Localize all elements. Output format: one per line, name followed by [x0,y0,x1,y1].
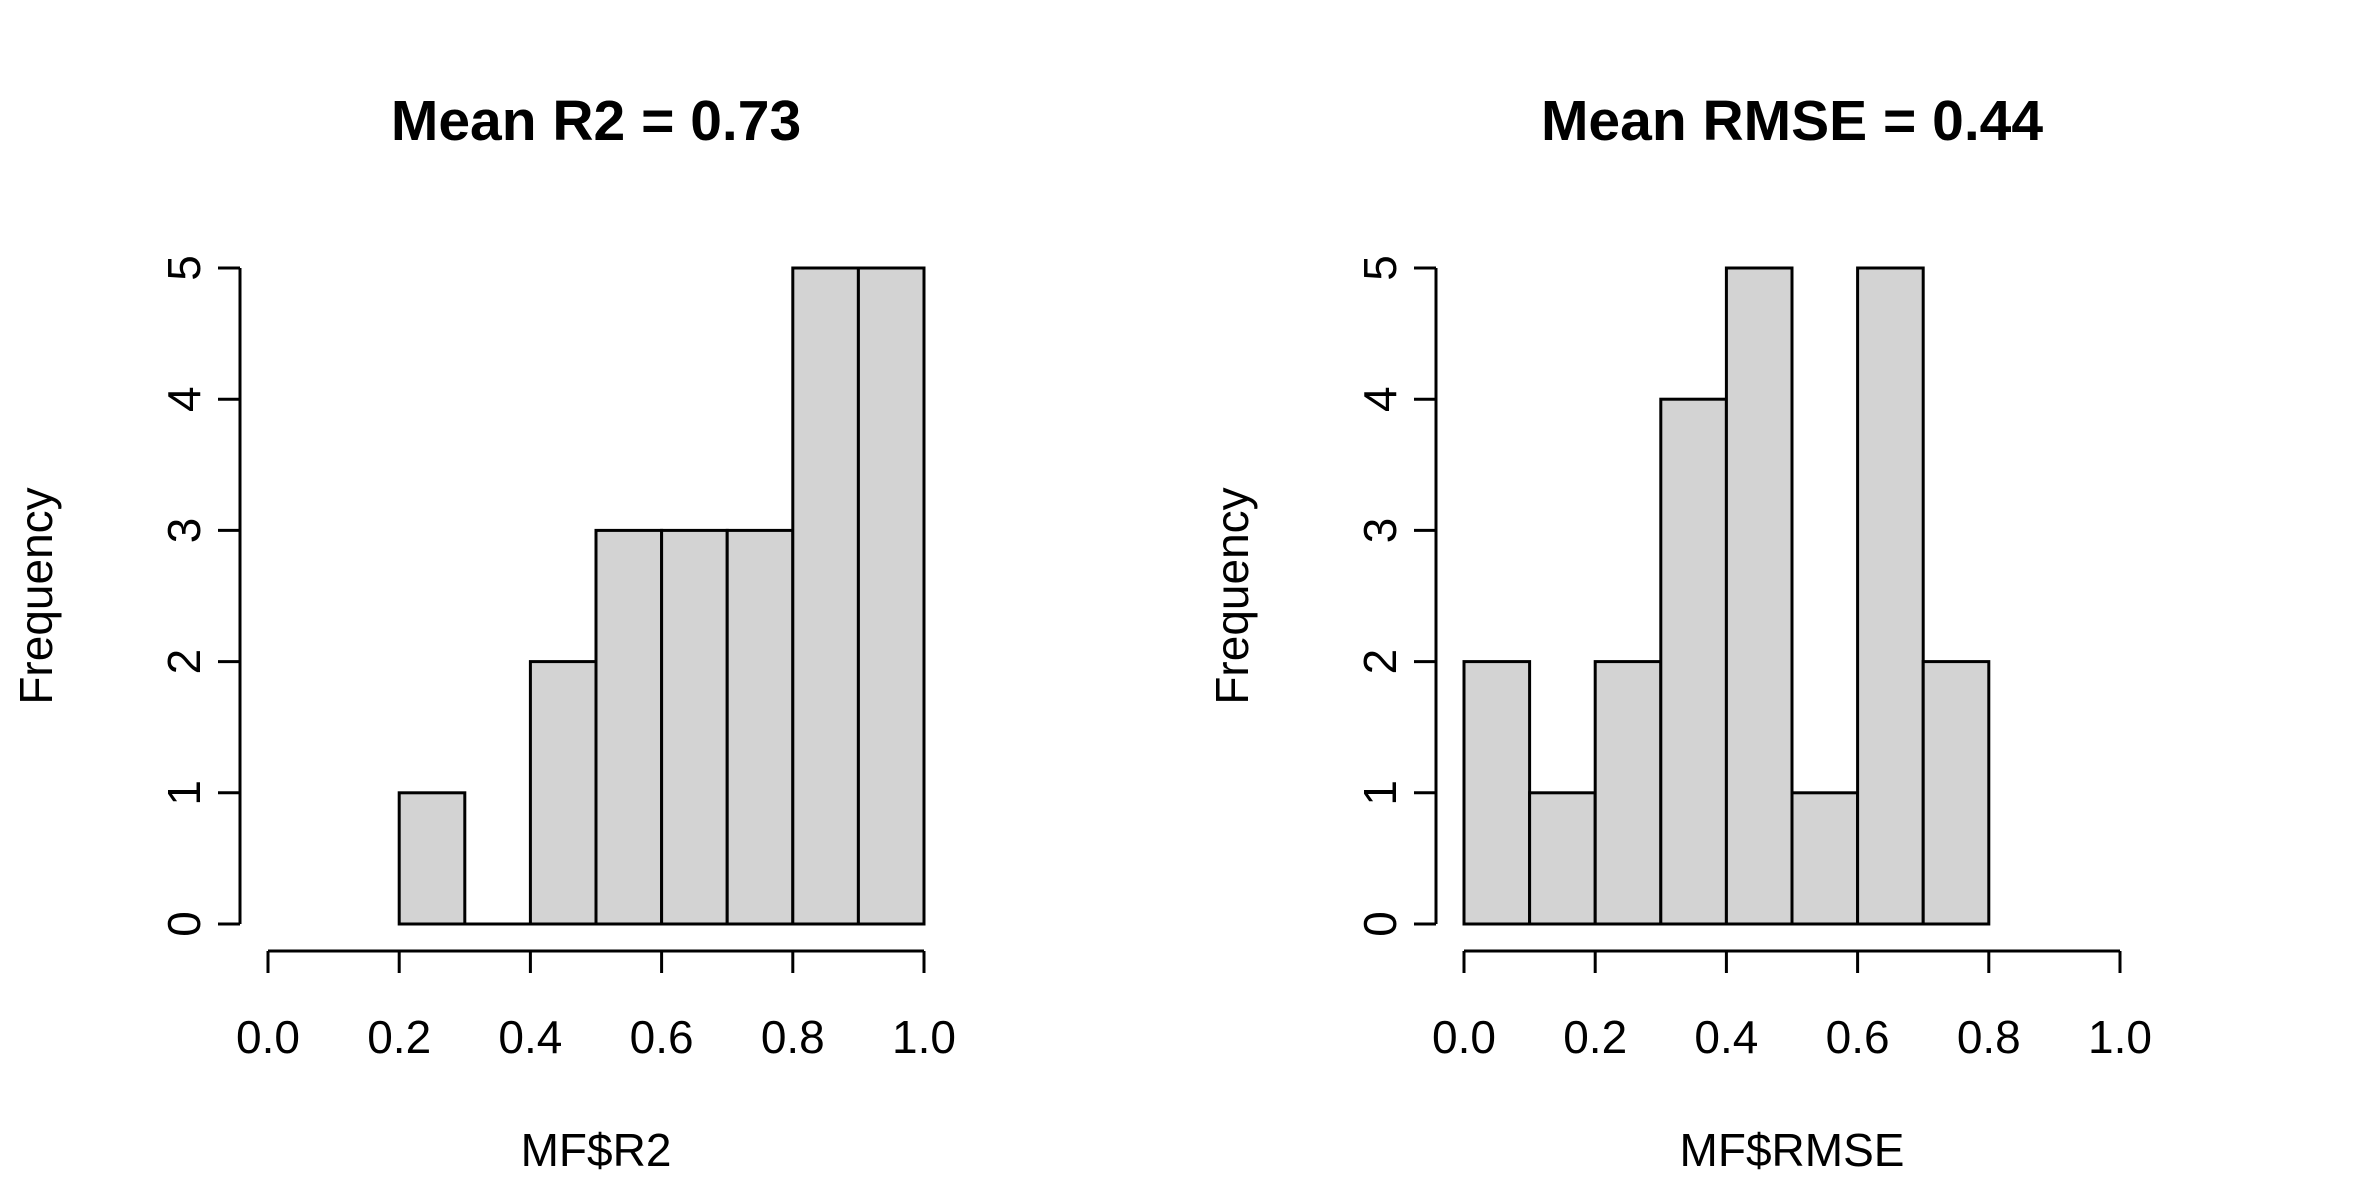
r2-y-axis-label: Frequency [10,487,62,704]
rmse-y-tick-label-1: 1 [1354,780,1406,806]
r2-x-tick-label-0: 0.0 [236,1011,300,1063]
r2-y-tick-label-0: 0 [158,911,210,937]
r2-bar-4 [660,528,729,926]
rmse-bar-4 [1724,266,1794,926]
rmse-y-tick-label-0: 0 [1354,911,1406,937]
rmse-bar-1 [1528,791,1597,926]
rmse-y-tick-label-5: 5 [1354,255,1406,281]
rmse-bar-0 [1462,660,1532,926]
r2-x-tick-label-3: 0.6 [630,1011,694,1063]
rmse-y-tick-label-3: 3 [1354,518,1406,544]
r2-y-tick-label-3: 3 [158,518,210,544]
rmse-x-tick-label-3: 0.6 [1826,1011,1890,1063]
rmse-y-tick-label-4: 4 [1354,386,1406,412]
rmse-bar-5 [1790,791,1860,926]
rmse-x-tick-label-0: 0.0 [1432,1011,1496,1063]
rmse-chart-title: Mean RMSE = 0.44 [1541,89,2043,153]
r2-y-tick-label-5: 5 [158,255,210,281]
rmse-x-tick-label-4: 0.8 [1957,1011,2021,1063]
rmse-x-tick-label-2: 0.4 [1694,1011,1758,1063]
r2-bar-3 [594,528,664,926]
rmse-y-tick-label-2: 2 [1354,649,1406,675]
rmse-x-tick-label-5: 1.0 [2088,1011,2152,1063]
r2-x-axis-label: MF$R2 [521,1124,672,1176]
r2-histogram-panel: Mean R2 = 0.73 MF$R2 Frequency 0 1 2 3 4 5 0.0… [10,89,956,1176]
r2-x-tick-label-5: 1.0 [892,1011,956,1063]
r2-chart-title: Mean R2 = 0.73 [391,89,801,153]
rmse-bar-7 [1921,660,1991,926]
r2-y-tick-label-4: 4 [158,386,210,412]
r2-bar-0 [397,791,467,926]
rmse-y-axis-label: Frequency [1206,487,1258,704]
rmse-histogram-panel: Mean RMSE = 0.44 MF$RMSE Frequency 0 1 2 3 4… [1206,89,2152,1176]
rmse-bar-2 [1593,660,1663,926]
rmse-x-axis-label: MF$RMSE [1680,1124,1905,1176]
rmse-x-tick-label-1: 0.2 [1563,1011,1627,1063]
r2-bar-2 [528,660,598,926]
r2-x-tick-label-4: 0.8 [761,1011,825,1063]
r2-bar-7 [856,266,926,926]
r2-bar-5 [725,528,795,926]
rmse-bar-6 [1856,266,1925,926]
r2-bar-6 [791,266,860,926]
r2-y-tick-label-2: 2 [158,649,210,675]
r2-y-tick-label-1: 1 [158,780,210,806]
r2-x-tick-label-1: 0.2 [367,1011,431,1063]
rmse-bar-3 [1659,397,1728,926]
r2-x-tick-label-2: 0.4 [498,1011,562,1063]
